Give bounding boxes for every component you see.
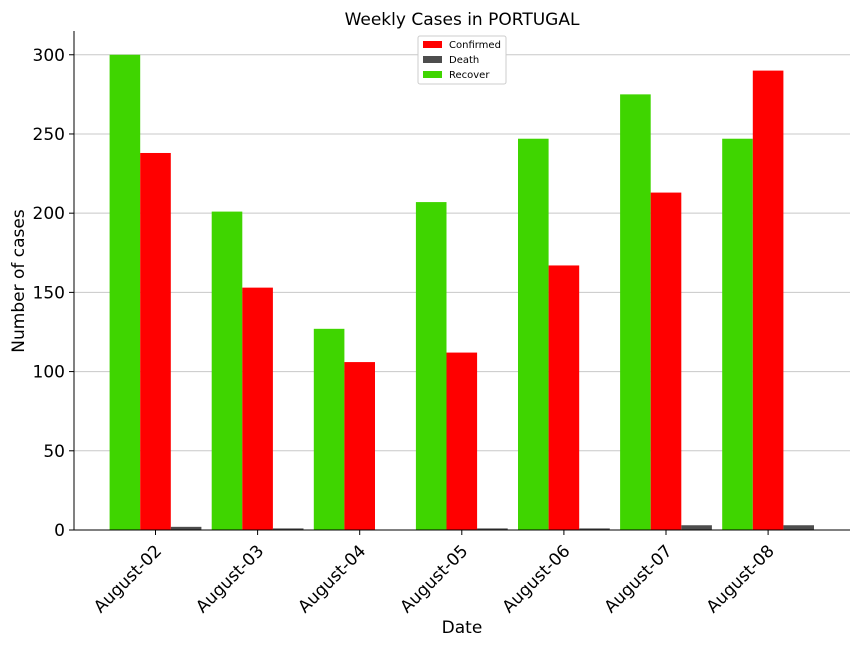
bar-recover (415, 202, 447, 531)
bar-confirmed (140, 152, 171, 530)
bar-confirmed (344, 362, 375, 530)
y-tick-label: 0 (54, 521, 65, 541)
x-ticks: August-02 August-03 August-04 August-05 Augu… (90, 530, 779, 617)
y-tick-label: 100 (33, 363, 65, 383)
bar-confirmed (446, 352, 478, 530)
bar-confirmed (242, 287, 273, 530)
x-tick-label: August-05 (396, 541, 472, 617)
bar-confirmed (650, 192, 682, 531)
legend-swatch-death (423, 56, 442, 63)
legend-swatch-confirmed (423, 41, 442, 48)
bar-confirmed (752, 70, 784, 530)
bars (109, 54, 814, 531)
bar-confirmed (548, 265, 580, 530)
x-axis-label: Date (442, 618, 483, 638)
x-tick-label: August-07 (601, 541, 677, 617)
bar-death (477, 528, 508, 530)
bar-recover (620, 94, 651, 530)
bar-death (681, 525, 712, 530)
y-ticks: 0 50 100 150 200 250 300 (33, 46, 74, 541)
y-tick-label: 200 (33, 204, 65, 224)
bar-death (272, 528, 304, 530)
bar-recover (211, 211, 243, 531)
x-tick-label: August-03 (192, 541, 268, 617)
bar-recover (722, 138, 753, 530)
legend: Confirmed Death Recover (417, 35, 507, 85)
x-tick-label: August-04 (294, 541, 370, 617)
legend-swatch-recover (423, 71, 442, 78)
legend-label-confirmed: Confirmed (449, 40, 501, 51)
x-tick-label: August-08 (703, 541, 779, 617)
bar-recover (313, 328, 345, 530)
bar-recover (109, 54, 141, 531)
bar-recover (518, 138, 549, 530)
bar-death (170, 526, 202, 530)
chart-title: Weekly Cases in PORTUGAL (345, 10, 580, 30)
legend-label-death: Death (449, 55, 479, 66)
y-axis-label: Number of cases (9, 209, 29, 353)
bar-death (783, 525, 814, 530)
y-tick-label: 150 (33, 283, 65, 303)
y-tick-label: 300 (33, 46, 65, 66)
bar-death (579, 528, 610, 530)
x-tick-label: August-02 (90, 541, 166, 617)
x-tick-label: August-06 (499, 541, 575, 617)
y-tick-label: 250 (33, 125, 65, 145)
legend-label-recover: Recover (449, 70, 490, 81)
y-tick-label: 50 (43, 442, 65, 462)
